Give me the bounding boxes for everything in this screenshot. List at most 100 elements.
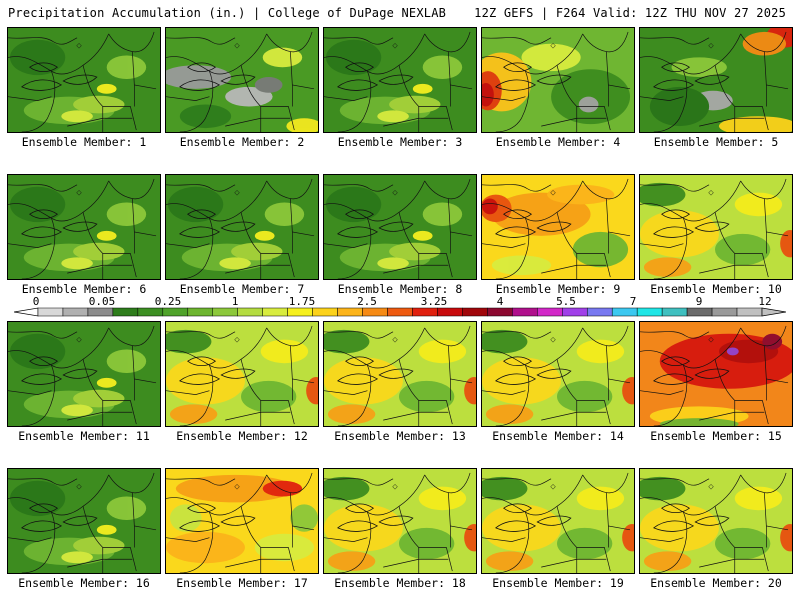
precip-map: ◇	[166, 469, 318, 573]
colorbar-swatch	[37, 307, 64, 317]
ensemble-member-label: Ensemble Member: 2	[179, 135, 305, 149]
ensemble-member-label: Ensemble Member: 13	[334, 429, 466, 443]
chart-title: Precipitation Accumulation (in.) | Colle…	[8, 6, 447, 20]
colorbar-tick-label: 1.75	[289, 296, 316, 308]
colorbar-swatch	[87, 307, 114, 317]
colorbar-swatch	[636, 307, 663, 317]
ensemble-map-panel: ◇	[323, 174, 477, 280]
ensemble-member-label: Ensemble Member: 12	[176, 429, 308, 443]
colorbar-max-arrow	[761, 307, 786, 317]
ensemble-member-label: Ensemble Member: 20	[650, 576, 782, 590]
ensemble-map-panel: ◇	[165, 27, 319, 133]
colorbar-swatch	[362, 307, 388, 317]
colorbar-swatch	[137, 307, 164, 317]
ensemble-member-label: Ensemble Member: 17	[176, 576, 308, 590]
ensemble-map-panel: ◇	[165, 468, 319, 574]
precip-map: ◇	[324, 28, 476, 132]
location-marker: ◇	[234, 336, 240, 344]
colorbar-swatch	[187, 307, 214, 317]
location-marker: ◇	[392, 483, 398, 491]
location-marker: ◇	[392, 336, 398, 344]
ensemble-member-label: Ensemble Member: 6	[21, 282, 147, 296]
colorbar-tick-label: 2.5	[357, 296, 377, 308]
location-marker: ◇	[392, 189, 398, 197]
location-marker: ◇	[76, 189, 82, 197]
ensemble-map-panel: ◇	[481, 468, 635, 574]
ensemble-member-label: Ensemble Member: 8	[337, 282, 463, 296]
colorbar-swatch	[387, 307, 413, 317]
location-marker: ◇	[550, 42, 556, 50]
ensemble-map-panel: ◇	[7, 27, 161, 133]
ensemble-map-panel: ◇	[639, 174, 793, 280]
ensemble-map-panel: ◇	[639, 27, 793, 133]
location-marker: ◇	[392, 42, 398, 50]
precip-map: ◇	[482, 175, 634, 279]
ensemble-map-panel: ◇	[639, 468, 793, 574]
location-marker: ◇	[234, 189, 240, 197]
model-valid-time: 12Z GEFS | F264 Valid: 12Z THU NOV 27 20…	[474, 6, 786, 20]
colorbar-swatch	[337, 307, 363, 317]
colorbar-tick-label: 0	[33, 296, 40, 308]
colorbar-swatch	[112, 307, 139, 317]
location-marker: ◇	[76, 42, 82, 50]
colorbar-swatch	[586, 307, 613, 317]
precip-map: ◇	[640, 469, 792, 573]
colorbar-swatch	[512, 307, 538, 317]
colorbar-swatch	[611, 307, 638, 317]
location-marker: ◇	[234, 42, 240, 50]
ensemble-map-panel: ◇	[481, 321, 635, 427]
precip-map: ◇	[8, 175, 160, 279]
location-marker: ◇	[708, 42, 714, 50]
colorbar-swatch	[312, 307, 338, 317]
colorbar-swatch	[412, 307, 438, 317]
precip-map: ◇	[8, 28, 160, 132]
colorbar-swatch	[287, 307, 313, 317]
precip-map: ◇	[324, 469, 476, 573]
precip-map: ◇	[482, 469, 634, 573]
precip-map: ◇	[482, 28, 634, 132]
ensemble-map-panel: ◇	[639, 321, 793, 427]
ensemble-member-label: Ensemble Member: 3	[337, 135, 463, 149]
colorbar-tick-label: 0.05	[89, 296, 116, 308]
precip-map: ◇	[8, 322, 160, 426]
colorbar-tick-label: 9	[696, 296, 703, 308]
ensemble-member-label: Ensemble Member: 5	[653, 135, 779, 149]
precip-map: ◇	[482, 322, 634, 426]
colorbar-swatch	[537, 307, 563, 317]
colorbar-tick-label: 7	[630, 296, 637, 308]
ensemble-member-label: Ensemble Member: 15	[650, 429, 782, 443]
colorbar-min-arrow	[14, 307, 39, 317]
colorbar-tick-label: 3.25	[421, 296, 448, 308]
location-marker: ◇	[550, 189, 556, 197]
ensemble-member-label: Ensemble Member: 18	[334, 576, 466, 590]
ensemble-map-panel: ◇	[323, 321, 477, 427]
ensemble-member-label: Ensemble Member: 19	[492, 576, 624, 590]
ensemble-map-panel: ◇	[165, 174, 319, 280]
ensemble-member-label: Ensemble Member: 7	[179, 282, 305, 296]
location-marker: ◇	[708, 189, 714, 197]
colorbar-swatch	[711, 307, 738, 317]
ensemble-map-panel: ◇	[323, 468, 477, 574]
ensemble-map-panel: ◇	[481, 174, 635, 280]
precip-map: ◇	[640, 322, 792, 426]
colorbar-tick-label: 5.5	[556, 296, 576, 308]
ensemble-map-panel: ◇	[481, 27, 635, 133]
ensemble-member-label: Ensemble Member: 16	[18, 576, 150, 590]
precip-map: ◇	[8, 469, 160, 573]
precip-map: ◇	[324, 322, 476, 426]
ensemble-map-panel: ◇	[323, 27, 477, 133]
location-marker: ◇	[550, 483, 556, 491]
colorbar-tick-label: 4	[497, 296, 504, 308]
colorbar-tick-label: 1	[232, 296, 239, 308]
precip-map: ◇	[166, 322, 318, 426]
ensemble-map-panel: ◇	[7, 174, 161, 280]
colorbar-swatch	[462, 307, 488, 317]
colorbar-swatch	[62, 307, 89, 317]
precip-colorbar: 0 0.05 0.25 1 1.75 2.5 3.25 4 5.5 7 9 12	[14, 296, 786, 317]
colorbar-swatch	[162, 307, 189, 317]
ensemble-map-panel: ◇	[165, 321, 319, 427]
precip-map: ◇	[166, 175, 318, 279]
colorbar-swatch	[736, 307, 763, 317]
ensemble-map-panel: ◇	[7, 468, 161, 574]
colorbar-swatch	[237, 307, 263, 317]
